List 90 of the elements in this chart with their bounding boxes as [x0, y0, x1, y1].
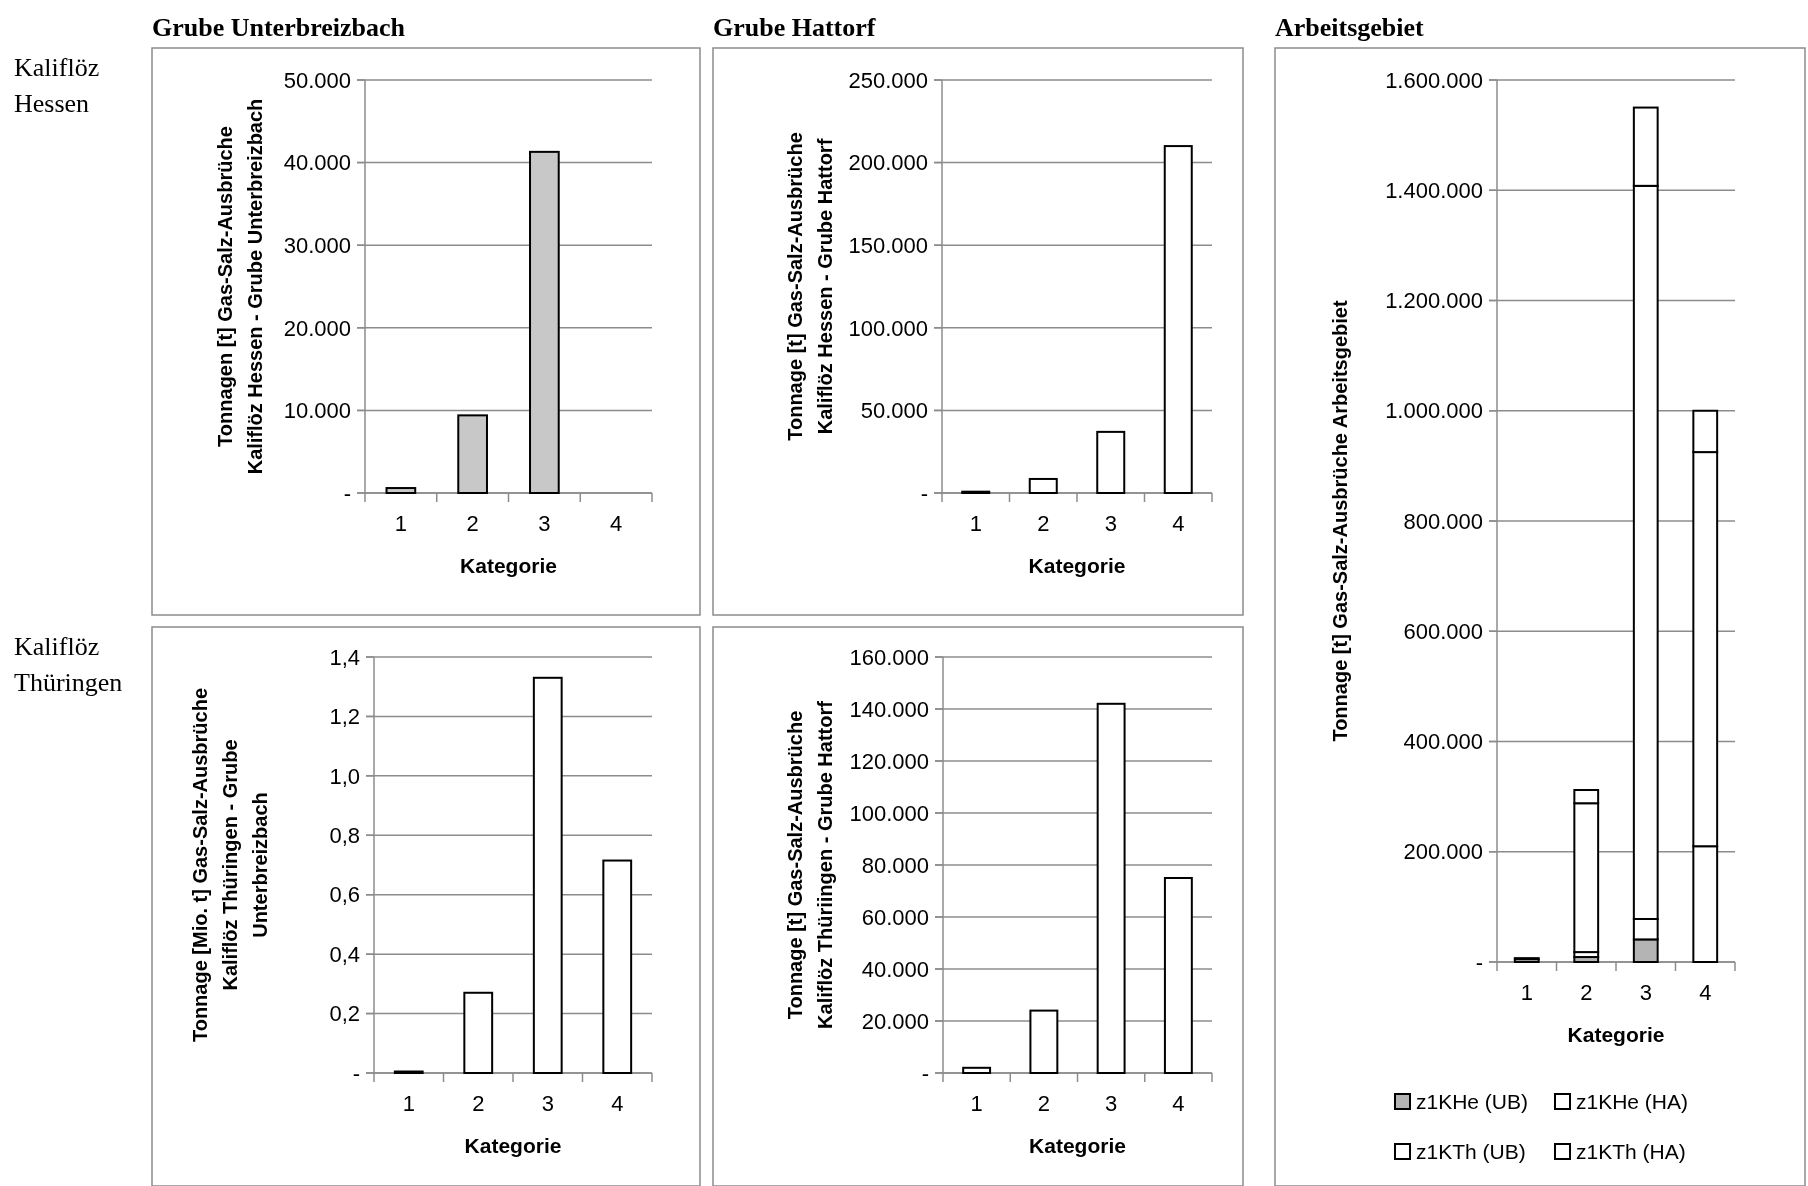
x-axis-title: Kategorie: [1567, 1023, 1665, 1046]
y-tick-label: -: [1475, 949, 1483, 975]
text: Kaliflöz Thüringen: [14, 632, 123, 697]
y-tick-label: 10.000: [283, 398, 351, 424]
y-tick-label: 200.000: [1403, 839, 1483, 865]
y-tick-label: 160.000: [849, 644, 929, 670]
y-tick-label: 250.000: [848, 67, 928, 93]
x-axis-title: Kategorie: [460, 554, 557, 577]
y-axis-title: Tonnage [t] Gas-Salz-Ausbrüche Arbeitsgebiet: [1329, 300, 1351, 742]
y-tick-label: 600.000: [1403, 618, 1483, 644]
legend-label: z1KHe (UB): [1416, 1090, 1529, 1114]
legend-label: z1KHe (HA): [1576, 1090, 1689, 1114]
x-tick-label: 1: [970, 1091, 983, 1116]
x-tick-label: 2: [1037, 1091, 1050, 1116]
y-tick-label: 50.000: [860, 398, 928, 424]
bar: [532, 676, 563, 1074]
y-tick-label: 200.000: [848, 150, 928, 176]
y-tick-label: -: [343, 480, 351, 506]
bar: [1096, 702, 1126, 1074]
y-tick-label: 1.200.000: [1385, 288, 1483, 314]
bar: [457, 414, 488, 494]
y-tick-label: 40.000: [861, 956, 929, 982]
y-tick-label: 0,8: [329, 822, 360, 848]
y-tick-label: 0,4: [329, 941, 360, 967]
y-tick-label: 40.000: [283, 150, 351, 176]
y-tick-label: 80.000: [861, 852, 929, 878]
x-tick-label: 3: [538, 511, 551, 536]
x-tick-label: 4: [1699, 980, 1712, 1005]
text: Kaliflöz Hessen: [14, 53, 100, 118]
y-tick-label: 30.000: [283, 232, 351, 258]
y-tick-label: 20.000: [861, 1008, 929, 1034]
x-tick-label: 1: [394, 511, 407, 536]
bar: [1028, 477, 1058, 494]
x-tick-label: 1: [402, 1091, 415, 1116]
x-tick-label: 3: [541, 1091, 554, 1116]
y-tick-label: 1.000.000: [1385, 398, 1483, 424]
x-tick-label: 4: [1172, 1091, 1185, 1116]
x-axis-title: Kategorie: [1029, 1134, 1126, 1157]
y-tick-label: 100.000: [848, 315, 928, 341]
x-tick-label: 4: [610, 511, 623, 536]
x-tick-label: 4: [611, 1091, 624, 1116]
y-tick-label: 1,2: [329, 704, 360, 730]
bar: [602, 859, 633, 1074]
y-tick-label: -: [920, 480, 928, 506]
y-tick-label: -: [921, 1060, 929, 1086]
x-tick-label: 3: [1104, 511, 1117, 536]
y-tick-label: 0,6: [329, 882, 360, 908]
x-axis-title: Kategorie: [464, 1134, 562, 1157]
chart-title: Arbeitsgebiet: [1275, 13, 1425, 42]
y-axis-title: Tonnagen [t] Gas-Salz-Ausbrüche Kaliflöz Hessen - Grube Unterbreizbach: [214, 98, 266, 475]
bar: [1163, 877, 1193, 1074]
y-tick-label: 1.400.000: [1385, 177, 1483, 203]
y-tick-label: 1,4: [329, 644, 360, 670]
y-tick-label: 20.000: [283, 315, 351, 341]
x-tick-label: 3: [1105, 1091, 1118, 1116]
x-tick-label: 1: [969, 511, 982, 536]
bar: [962, 1066, 992, 1074]
bar: [1163, 145, 1193, 494]
y-axis-title: Tonnage [t] Gas-Salz-Ausbrüche Kaliflöz Hessen - Grube Hattorf: [784, 132, 836, 441]
y-tick-label: 140.000: [849, 696, 929, 722]
y-axis-title: Tonnage [t] Gas-Salz-Ausbrüche Kaliflöz Thüriingen - Grube Hattorf: [784, 700, 836, 1029]
chart-title: Grube Hattorf: [713, 13, 876, 42]
y-tick-label: 1,0: [329, 763, 360, 789]
y-tick-label: 120.000: [849, 748, 929, 774]
bar: [1029, 1009, 1059, 1074]
y-tick-label: 0,2: [329, 1001, 360, 1027]
x-tick-label: 4: [1172, 511, 1185, 536]
y-tick-label: 1.600.000: [1385, 67, 1483, 93]
bar: [529, 150, 560, 494]
bar: [385, 487, 417, 494]
legend-label: z1KTh (UB): [1416, 1140, 1526, 1164]
x-tick-label: 2: [472, 1091, 485, 1116]
bar: [463, 991, 494, 1074]
chart-title: Grube Unterbreizbach: [152, 13, 406, 42]
legend-label: z1KTh (HA): [1576, 1140, 1686, 1164]
y-axis-title: Tonnage [Mio. t] Gas-Salz-Ausbrüche Kaliflöz Thüringen - Grube Unterbreizbach: [189, 687, 271, 1043]
y-tick-label: 400.000: [1403, 729, 1483, 755]
y-tick-label: 60.000: [861, 904, 929, 930]
y-tick-label: 800.000: [1403, 508, 1483, 534]
y-tick-label: 50.000: [283, 67, 351, 93]
y-tick-label: 100.000: [849, 800, 929, 826]
x-tick-label: 1: [1520, 980, 1533, 1005]
x-axis-title: Kategorie: [1028, 554, 1126, 577]
x-tick-label: 2: [1580, 980, 1593, 1005]
x-tick-label: 2: [466, 511, 479, 536]
y-tick-label: -: [352, 1060, 360, 1086]
x-tick-label: 3: [1639, 980, 1652, 1005]
bar: [1096, 430, 1126, 494]
x-tick-label: 2: [1037, 511, 1050, 536]
y-tick-label: 150.000: [848, 232, 928, 258]
